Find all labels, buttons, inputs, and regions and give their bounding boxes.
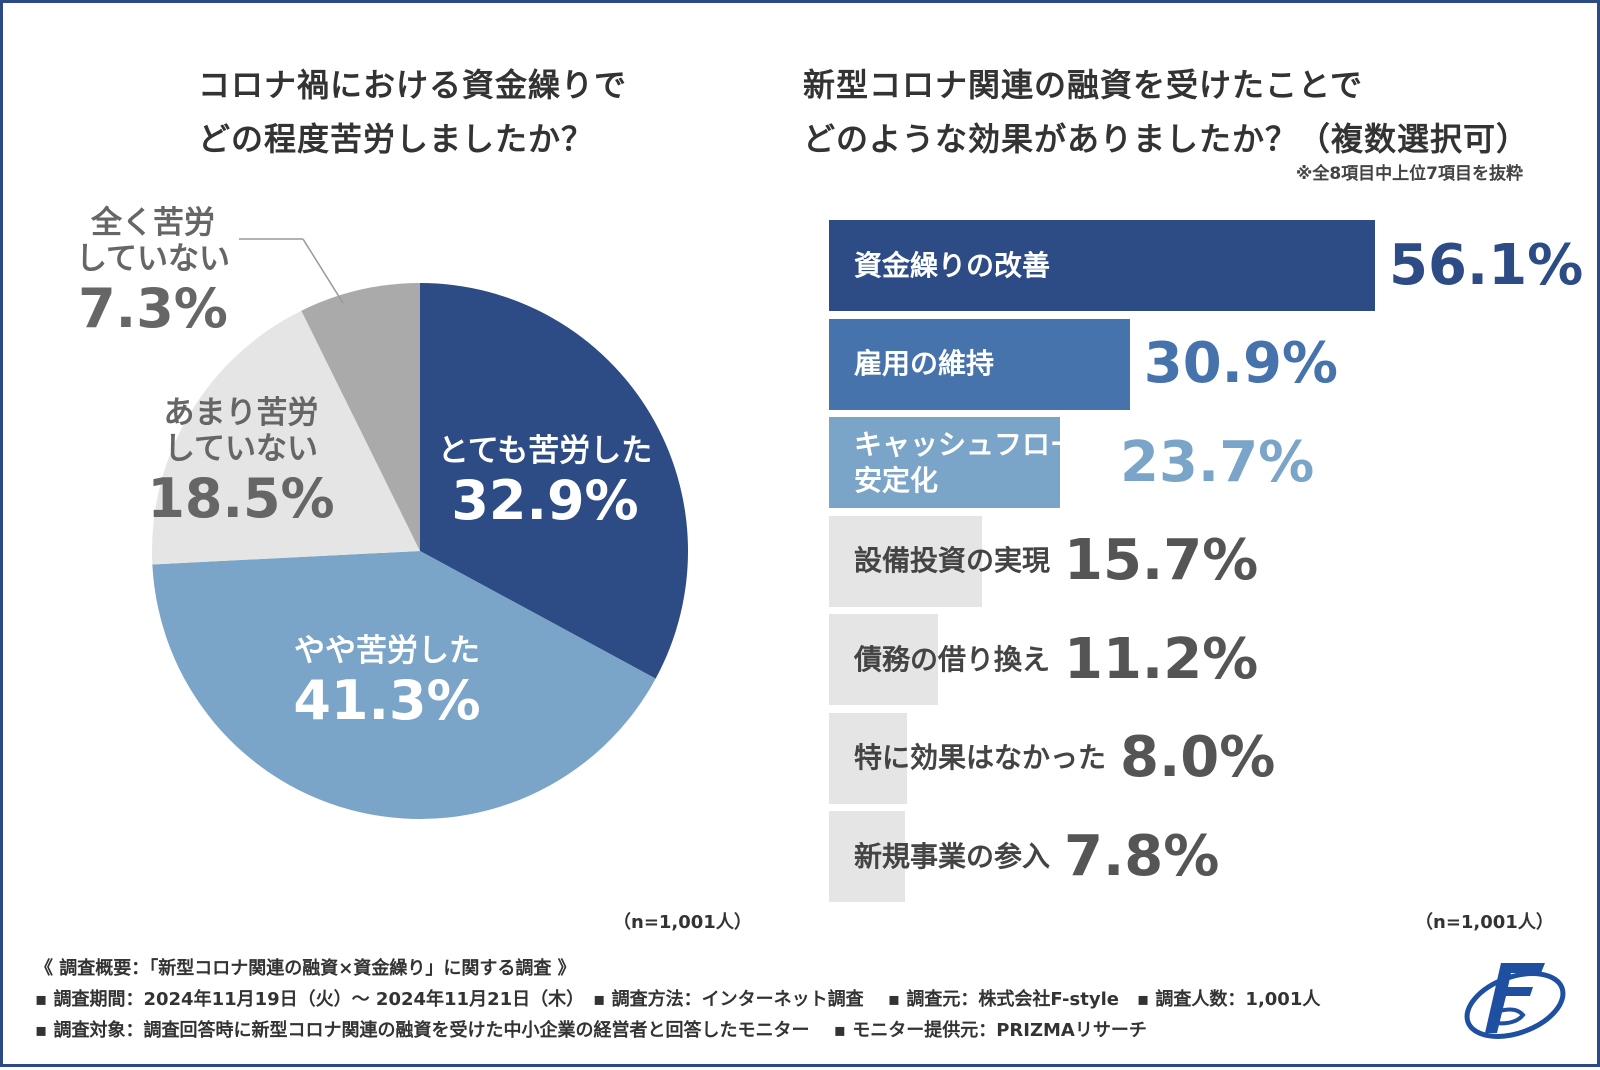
bar-5 — [829, 712, 907, 804]
bar-6 — [829, 811, 905, 902]
bar-chart: 資金繰りの改善 56.1% 雇用の維持 30.9% キャッシュフローの 安定化 23.7%… — [3, 3, 1600, 1070]
bar-label: 債務の借り換え — [854, 642, 1051, 676]
bar-value-label: 7.8% — [1064, 823, 1220, 889]
bar-label: 雇用の維持 — [854, 347, 995, 380]
pie-slice-not-hard-at-all — [301, 283, 420, 551]
pie-slice-very-hard — [420, 283, 689, 679]
bar-label: 設備投資の実現 — [854, 544, 1051, 577]
bar-chart-title: 新型コロナ関連の融資を受けたことで どのような効果がありましたか？（複数選択可） — [803, 66, 1530, 158]
survey-details-line: ▪ 調査期間：2024年11月19日（火）～ 2024年11月21日（木） ▪ … — [35, 989, 1321, 1010]
bar-value-label: 56.1% — [1389, 232, 1584, 298]
pie-label-value: 41.3% — [293, 669, 481, 732]
bar-label: 新規事業の参入 — [854, 839, 1051, 873]
bar-n-label: （n=1,001人） — [1415, 912, 1554, 933]
bar-4 — [829, 614, 938, 705]
f-style-logo-icon — [1464, 963, 1566, 1039]
bar-0 — [829, 220, 1375, 311]
pie-label-value: 18.5% — [147, 467, 335, 530]
pie-label-value: 32.9% — [451, 469, 639, 532]
bar-value-label: 15.7% — [1064, 528, 1259, 593]
bar-1 — [829, 318, 1130, 410]
pie-label-very-hard: とても苦労した 32.9% — [395, 433, 695, 533]
bar-2 — [829, 417, 1060, 508]
pie-label-value: 7.3% — [78, 277, 228, 340]
pie-label-text: あまり苦労 していない — [163, 395, 319, 467]
pie-chart — [152, 238, 689, 819]
bar-label: キャッシュフローの 安定化 — [854, 427, 1107, 497]
pie-label-not-very-hard: あまり苦労 していない 18.5% — [91, 395, 391, 531]
pie-slice-not-very-hard — [152, 310, 421, 565]
bar-label: 資金繰りの改善 — [854, 248, 1051, 282]
pie-label-not-hard-at-all: 全く苦労 していない 7.3% — [3, 205, 303, 341]
survey-target-line: ▪ 調査対象：調査回答時に新型コロナ関連の融資を受けた中小企業の経営者と回答した… — [35, 1020, 1147, 1041]
pie-chart-title: コロナ禍における資金繰りで どの程度苦労しましたか？ — [198, 66, 628, 158]
pie-label-text: 全く苦労 していない — [75, 205, 231, 277]
pie-slice-somewhat-hard — [152, 551, 656, 819]
bar-chart-note: ※全8項目中上位7項目を抜粋 — [1295, 164, 1523, 184]
pie-label-text: やや苦労した — [294, 633, 480, 669]
pie-label-text: とても苦労した — [437, 433, 653, 469]
bar-value-label: 23.7% — [1120, 429, 1315, 495]
bar-label: 特に効果はなかった — [854, 741, 1107, 774]
survey-summary: 《 調査概要：「新型コロナ関連の融資×資金繰り」に関する調査 》 ▪ 調査期間：… — [35, 953, 1385, 1046]
bar-value-label: 8.0% — [1120, 725, 1276, 790]
pie-label-somewhat-hard: やや苦労した 41.3% — [237, 633, 537, 733]
bar-3 — [829, 515, 982, 607]
pie-leader-line-diagonal — [302, 238, 344, 304]
pie-n-label: （n=1,001人） — [613, 912, 752, 933]
survey-title-line: 《 調査概要：「新型コロナ関連の融資×資金繰り」に関する調査 》 — [35, 958, 576, 979]
bar-value-label: 11.2% — [1064, 626, 1259, 692]
bar-value-label: 30.9% — [1143, 331, 1339, 396]
